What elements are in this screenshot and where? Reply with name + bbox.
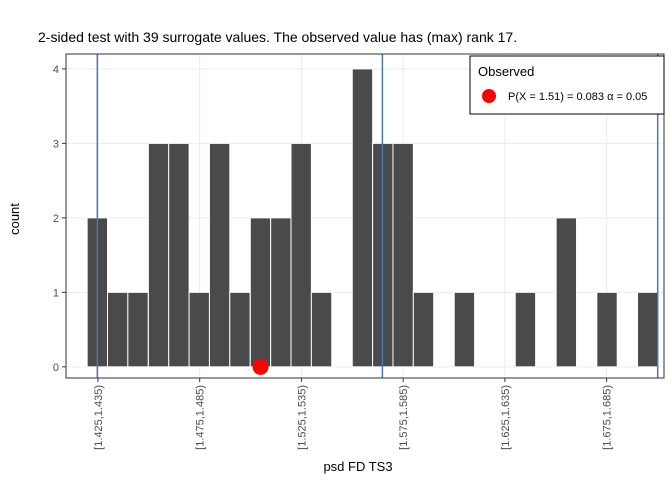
histogram-bar bbox=[596, 291, 618, 368]
histogram-bar bbox=[412, 291, 435, 368]
point-layer bbox=[252, 358, 269, 375]
histogram-bar bbox=[290, 142, 312, 368]
histogram-bar bbox=[310, 291, 333, 368]
x-tick-label: [1.525,1.535) bbox=[296, 385, 308, 450]
legend-title: Observed bbox=[478, 64, 534, 79]
histogram-bar bbox=[147, 142, 170, 368]
histogram-bar bbox=[208, 142, 231, 368]
legend-key-observed bbox=[482, 89, 496, 103]
histogram-bar bbox=[453, 291, 476, 368]
histogram-bar bbox=[555, 217, 578, 368]
x-tick-label: [1.575,1.585) bbox=[398, 385, 410, 450]
x-axis-title: psd FD TS3 bbox=[323, 459, 392, 474]
panel-border bbox=[65, 53, 665, 379]
histogram-bar bbox=[168, 142, 190, 368]
x-tick-label: [1.675,1.685) bbox=[602, 385, 614, 450]
legend-box bbox=[469, 55, 665, 115]
legend-label: P(X = 1.51) = 0.083 α = 0.05 bbox=[508, 91, 647, 103]
y-tick-label: 2 bbox=[53, 213, 59, 225]
chart-title: 2-sided test with 39 surrogate values. T… bbox=[38, 29, 517, 45]
histogram-bar bbox=[270, 217, 292, 368]
x-tick-label: [1.475,1.485) bbox=[195, 385, 207, 450]
y-tick-label: 0 bbox=[53, 362, 59, 374]
histogram-bar bbox=[392, 142, 414, 368]
y-tick-label: 4 bbox=[53, 64, 59, 76]
histogram-bar bbox=[351, 68, 374, 368]
legend: Observed P(X = 1.51) = 0.083 α = 0.05 bbox=[469, 55, 665, 115]
histogram-bar bbox=[188, 291, 210, 368]
y-tick-label: 3 bbox=[53, 138, 59, 150]
histogram-bar bbox=[637, 291, 659, 368]
y-tick-label: 1 bbox=[53, 287, 59, 299]
y-axis-ticks: 0 1 2 3 4 bbox=[53, 64, 66, 374]
histogram-bar bbox=[127, 291, 149, 368]
histogram-bar bbox=[514, 291, 537, 368]
x-tick-label: [1.625,1.635) bbox=[500, 385, 512, 450]
x-tick-label: [1.425,1.435) bbox=[93, 385, 105, 450]
observed-point bbox=[252, 358, 269, 375]
x-axis-ticks: [1.425,1.435) [1.475,1.485) [1.525,1.535) [… bbox=[93, 378, 614, 450]
y-axis-title: count bbox=[7, 203, 22, 235]
histogram-bar bbox=[106, 291, 129, 368]
histogram-bar bbox=[249, 217, 272, 368]
histogram-bar bbox=[229, 291, 251, 368]
